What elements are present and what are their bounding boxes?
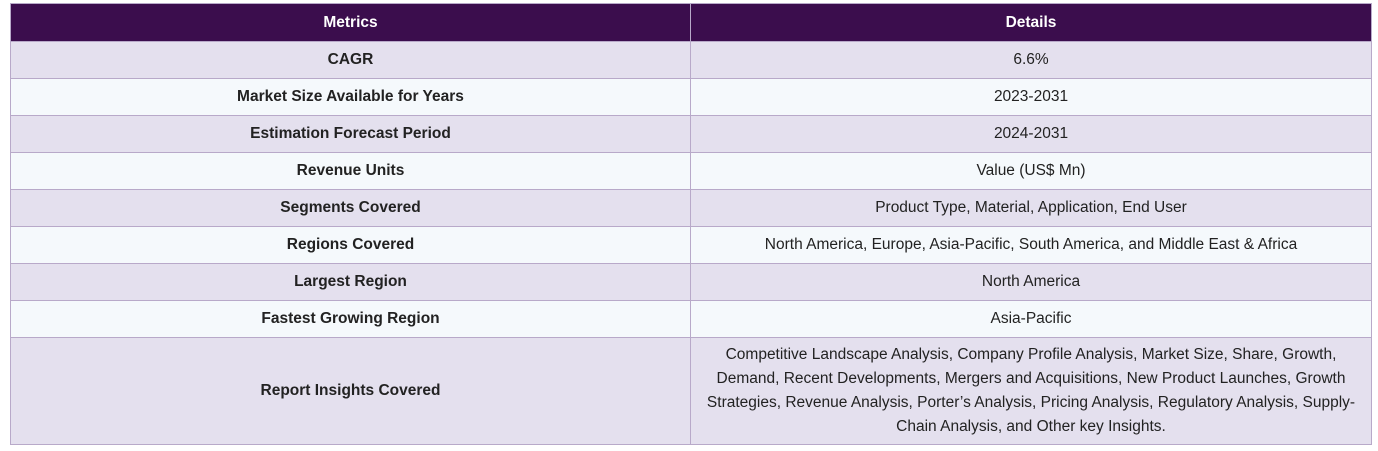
metric-cell: Revenue Units — [10, 152, 691, 190]
table-row: Segments Covered Product Type, Material,… — [10, 189, 1372, 227]
metrics-column-header: Metrics — [10, 3, 691, 42]
table-row: Regions Covered North America, Europe, A… — [10, 226, 1372, 264]
table-row: Market Size Available for Years 2023-203… — [10, 78, 1372, 116]
detail-cell: Product Type, Material, Application, End… — [690, 189, 1372, 227]
table-row: Fastest Growing Region Asia-Pacific — [10, 300, 1372, 338]
detail-cell: 6.6% — [690, 41, 1372, 79]
detail-cell: North America — [690, 263, 1372, 301]
report-metrics-table: Metrics Details CAGR 6.6% Market Size Av… — [10, 3, 1372, 445]
metric-cell: Estimation Forecast Period — [10, 115, 691, 153]
detail-cell: 2024-2031 — [690, 115, 1372, 153]
metric-cell: Market Size Available for Years — [10, 78, 691, 116]
table-header-row: Metrics Details — [10, 3, 1372, 42]
metric-cell: CAGR — [10, 41, 691, 79]
metric-cell: Regions Covered — [10, 226, 691, 264]
metric-cell: Segments Covered — [10, 189, 691, 227]
details-column-header: Details — [690, 3, 1372, 42]
detail-cell: Competitive Landscape Analysis, Company … — [690, 337, 1372, 445]
table-row: Report Insights Covered Competitive Land… — [10, 337, 1372, 445]
table-row: Estimation Forecast Period 2024-2031 — [10, 115, 1372, 153]
metric-cell: Report Insights Covered — [10, 337, 691, 445]
report-metrics-table-container: Metrics Details CAGR 6.6% Market Size Av… — [10, 3, 1372, 445]
detail-cell: Asia-Pacific — [690, 300, 1372, 338]
detail-cell: 2023-2031 — [690, 78, 1372, 116]
table-row: Revenue Units Value (US$ Mn) — [10, 152, 1372, 190]
table-row: CAGR 6.6% — [10, 41, 1372, 79]
metric-cell: Largest Region — [10, 263, 691, 301]
metric-cell: Fastest Growing Region — [10, 300, 691, 338]
detail-cell: North America, Europe, Asia-Pacific, Sou… — [690, 226, 1372, 264]
detail-cell: Value (US$ Mn) — [690, 152, 1372, 190]
table-row: Largest Region North America — [10, 263, 1372, 301]
